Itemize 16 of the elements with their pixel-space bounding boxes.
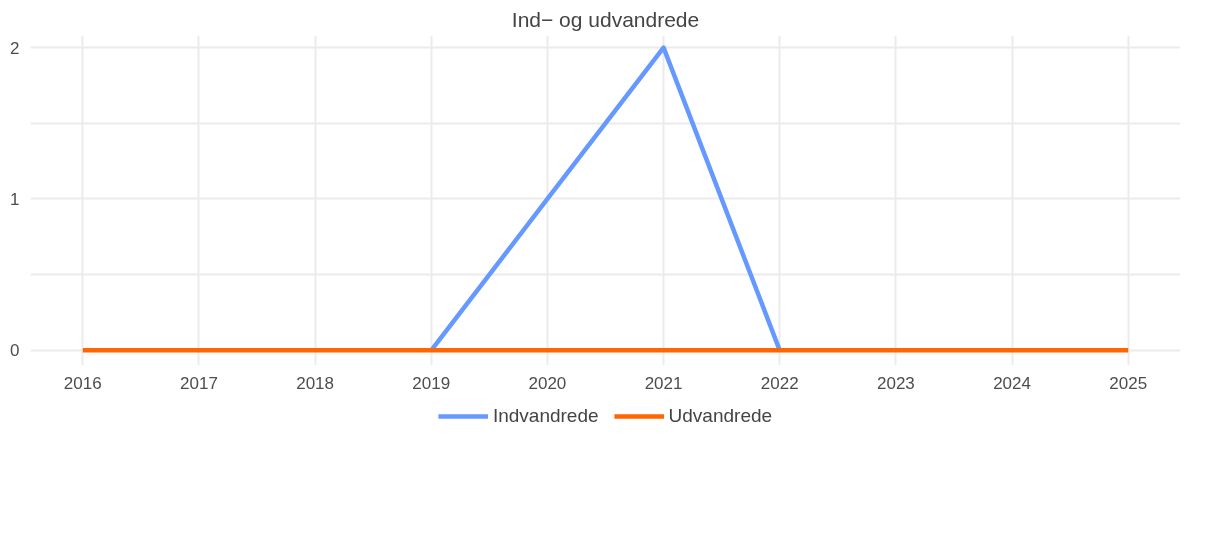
- x-tick-label: 2019: [412, 373, 451, 393]
- y-tick-label: 2: [10, 38, 20, 58]
- y-tick-label: 1: [10, 189, 20, 209]
- legend-label: Indvandrede: [492, 405, 599, 427]
- legend-label: Udvandrede: [668, 405, 773, 427]
- x-tick-label: 2024: [993, 373, 1031, 393]
- x-tick-label: 2021: [644, 373, 683, 393]
- x-tick-label: 2017: [180, 373, 218, 393]
- chart-title: Ind− og udvandrede: [511, 7, 700, 31]
- x-tick-label: 2022: [760, 373, 799, 393]
- x-tick-label: 2018: [296, 373, 335, 393]
- x-tick-label: 2016: [63, 373, 102, 393]
- x-tick-label: 2023: [876, 373, 915, 393]
- y-tick-label: 0: [10, 341, 20, 361]
- x-tick-label: 2020: [528, 373, 567, 393]
- x-tick-label: 2025: [1109, 373, 1148, 393]
